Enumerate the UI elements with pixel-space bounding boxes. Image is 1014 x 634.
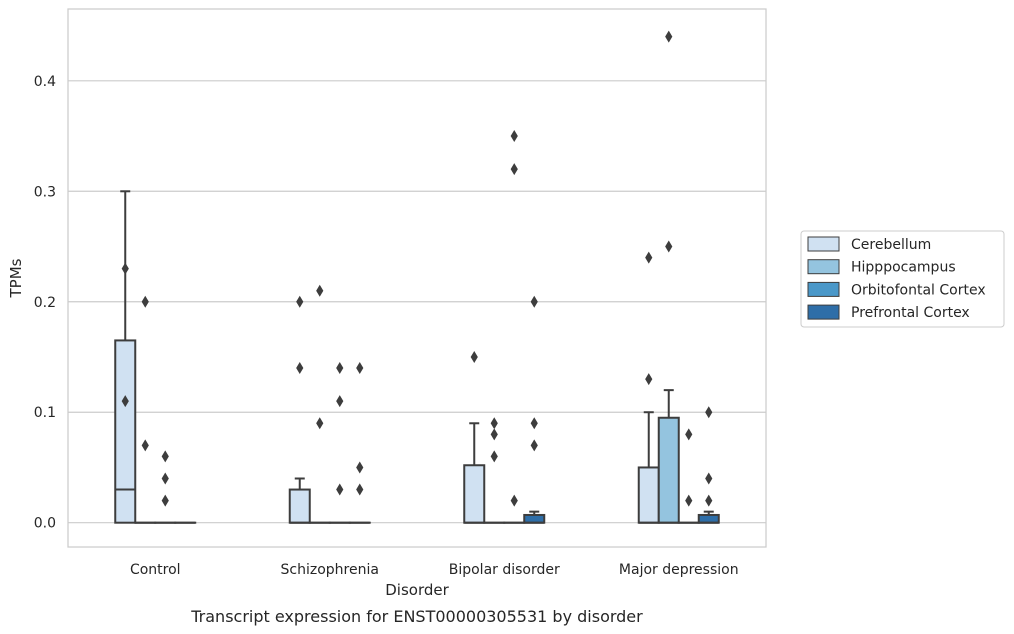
y-axis-ticks: 0.0 0.1 0.2 0.3 0.4 — [34, 74, 56, 532]
y-tick-label: 0.3 — [34, 184, 56, 200]
box-hipppocampus — [483, 417, 506, 524]
outlier-marker — [356, 461, 364, 474]
outlier-marker — [705, 406, 713, 419]
box-hipppocampus — [308, 284, 331, 524]
box-orbitofontal-cortex — [328, 362, 351, 524]
legend-swatch — [807, 281, 840, 297]
outlier-marker — [510, 163, 518, 176]
outlier-marker — [316, 284, 324, 297]
x-tick-label: Control — [130, 562, 181, 578]
x-axis-ticks: Control Schizophrenia Bipolar disorder Majo… — [130, 562, 739, 578]
outlier-marker — [161, 450, 169, 463]
box-orbitofontal-cortex — [677, 428, 700, 524]
outlier-marker — [510, 494, 518, 507]
outlier-marker — [161, 494, 169, 507]
box-cerebellum — [463, 350, 486, 524]
box-rect — [697, 513, 720, 524]
legend-swatch — [807, 236, 840, 252]
box-rect — [288, 488, 311, 524]
outlier-marker — [645, 373, 653, 386]
outlier-marker — [141, 295, 149, 308]
outlier-marker — [161, 472, 169, 485]
outlier-marker — [685, 494, 693, 507]
box-rect — [657, 416, 680, 524]
box-hipppocampus — [134, 295, 157, 524]
outlier-marker — [336, 362, 344, 375]
outlier-marker — [645, 251, 653, 264]
legend-label: Prefrontal Cortex — [851, 305, 970, 321]
outlier-marker — [121, 395, 129, 408]
plot-frame — [67, 8, 767, 548]
legend-frame — [800, 230, 1005, 328]
outlier-marker — [356, 362, 364, 375]
legend-label: Orbitofontal Cortex — [851, 282, 986, 298]
outlier-marker — [530, 417, 538, 430]
outlier-marker — [705, 494, 713, 507]
outlier-marker — [510, 130, 518, 143]
outlier-marker — [490, 450, 498, 463]
box-hipppocampus — [657, 30, 680, 524]
outlier-marker — [470, 350, 478, 363]
box-prefrontal-cortex — [523, 295, 546, 524]
box-cerebellum — [288, 295, 311, 524]
outlier-marker — [356, 483, 364, 496]
x-tick-label: Bipolar disorder — [449, 562, 560, 578]
outlier-marker — [665, 240, 673, 253]
y-axis-label: TPMs — [7, 258, 25, 298]
outlier-marker — [530, 295, 538, 308]
box-cerebellum — [637, 251, 660, 524]
legend: Cerebellum Hipppocampus Orbitofontal Corte… — [800, 230, 1005, 328]
outlier-marker — [530, 439, 538, 452]
outlier-marker — [121, 262, 129, 275]
legend-label: Hipppocampus — [851, 260, 956, 276]
outlier-marker — [665, 30, 673, 43]
y-tick-label: 0.0 — [34, 516, 56, 532]
box-rect — [114, 339, 137, 524]
outlier-marker — [490, 417, 498, 430]
x-axis-label: Disorder — [385, 581, 449, 599]
box-cerebellum — [114, 190, 137, 524]
y-tick-label: 0.1 — [34, 405, 56, 421]
outlier-marker — [490, 428, 498, 441]
box-prefrontal-cortex — [697, 406, 720, 524]
box-rect — [637, 466, 660, 524]
y-tick-label: 0.2 — [34, 295, 56, 311]
outlier-marker — [336, 483, 344, 496]
box-rect — [523, 513, 546, 524]
box-orbitofontal-cortex — [503, 130, 526, 524]
box-prefrontal-cortex — [348, 362, 371, 524]
legend-swatch — [807, 259, 840, 275]
outlier-marker — [336, 395, 344, 408]
box-orbitofontal-cortex — [154, 450, 177, 524]
box-rect — [463, 464, 486, 524]
outlier-marker — [296, 295, 304, 308]
boxes — [114, 30, 720, 524]
legend-swatch — [807, 304, 840, 320]
y-tick-label: 0.4 — [34, 74, 56, 90]
x-tick-label: Major depression — [619, 562, 739, 578]
outlier-marker — [141, 439, 149, 452]
outlier-marker — [316, 417, 324, 430]
outlier-marker — [296, 362, 304, 375]
figure-caption: Transcript expression for ENST0000030553… — [190, 607, 643, 626]
outlier-marker — [705, 472, 713, 485]
legend-label: Cerebellum — [851, 237, 931, 253]
x-tick-label: Schizophrenia — [281, 562, 379, 578]
outlier-marker — [685, 428, 693, 441]
